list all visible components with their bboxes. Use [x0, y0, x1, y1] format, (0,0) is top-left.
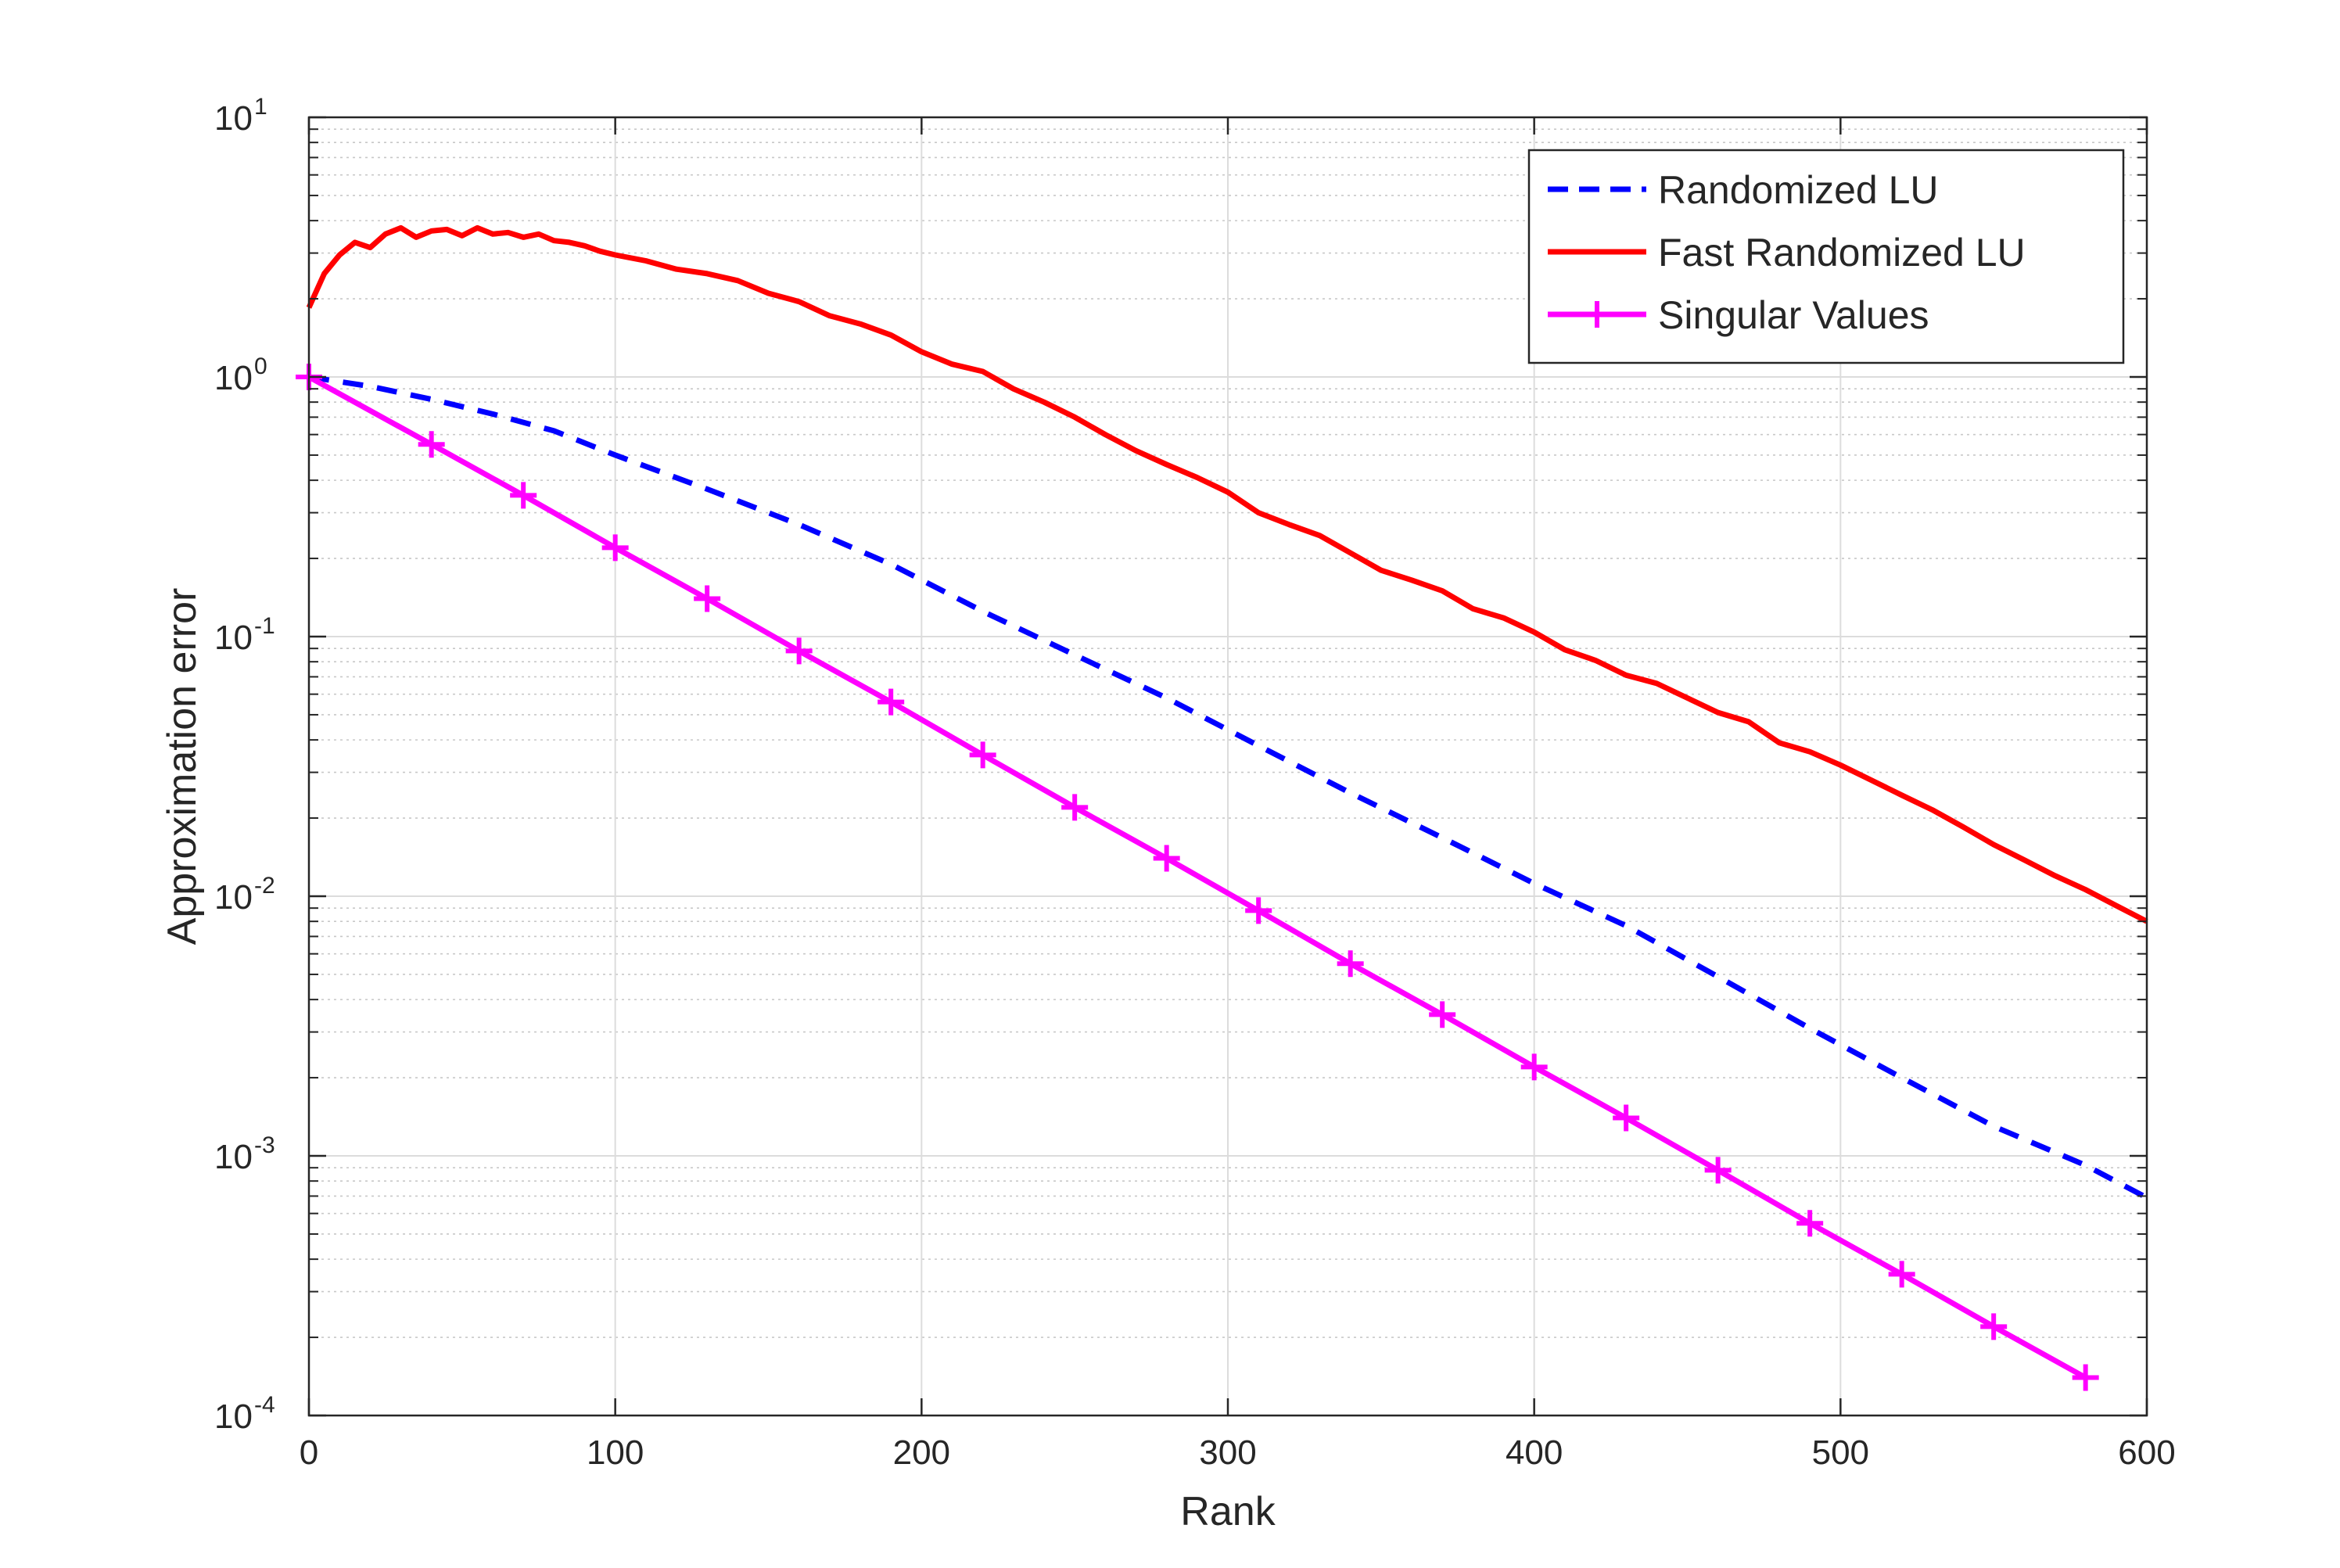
data-point-marker: [2072, 1364, 2099, 1391]
axis-ticks: [307, 116, 2148, 1417]
x-tick-label: 400: [1506, 1433, 1563, 1472]
x-tick-label: 500: [1812, 1433, 1869, 1472]
x-axis-label: Rank: [1180, 1489, 1276, 1534]
y-tick-label: 10: [214, 359, 253, 397]
data-point-marker: [1796, 1210, 1824, 1237]
x-tick-label: 600: [2118, 1433, 2175, 1472]
legend-marker: [1584, 301, 1610, 328]
data-point-marker: [694, 585, 721, 612]
data-point-marker: [1888, 1261, 1915, 1288]
x-tick-labels: 0 100 200 300 400 500 600: [300, 1433, 2176, 1472]
data-point-marker: [1429, 1001, 1456, 1028]
legend-label-randomized-lu: Randomized LU: [1658, 168, 1939, 212]
legend-label-fast-randomized-lu: Fast Randomized LU: [1658, 231, 2026, 274]
y-tick-exponent: -3: [254, 1132, 275, 1158]
legend-label-singular-values: Singular Values: [1658, 293, 1929, 337]
data-point-marker: [1245, 897, 1272, 924]
y-tick-label: 10: [214, 99, 253, 138]
data-point-marker: [1613, 1104, 1640, 1132]
series-line-singular-values: [307, 374, 2087, 1380]
data-point-marker: [1520, 1053, 1548, 1081]
y-tick-exponent: 1: [254, 94, 267, 120]
x-tick-label: 0: [300, 1433, 318, 1472]
x-tick-label: 300: [1199, 1433, 1256, 1472]
y-tick-exponent: -4: [254, 1392, 275, 1418]
data-point-marker: [1704, 1157, 1732, 1184]
data-point-marker: [601, 534, 629, 562]
y-tick-label: 10: [214, 1398, 253, 1436]
legend: Randomized LU Fast Randomized LU Singular …: [1527, 149, 2125, 364]
data-point-marker: [1061, 794, 1089, 821]
y-tick-label: 10: [214, 1138, 253, 1176]
data-point-marker: [878, 688, 905, 716]
data-point-marker: [969, 741, 996, 769]
y-tick-label: 10: [214, 619, 253, 657]
y-axis-label: Approximation error: [160, 588, 205, 945]
series-line-fast-randomized-lu: [306, 224, 2148, 924]
y-tick-label: 10: [214, 878, 253, 917]
series-fast-randomized-lu: [306, 224, 2148, 924]
data-point-marker: [1337, 950, 1364, 978]
x-tick-label: 200: [893, 1433, 950, 1472]
data-point-marker: [785, 637, 813, 665]
y-tick-exponent: -2: [254, 873, 275, 899]
legend-box: [1527, 149, 2125, 364]
y-tick-exponent: 0: [254, 353, 267, 379]
y-tick-exponent: -1: [254, 613, 275, 639]
data-point-marker: [1980, 1313, 2008, 1340]
x-tick-label: 100: [587, 1433, 644, 1472]
data-point-marker: [1153, 845, 1180, 872]
data-point-marker: [510, 482, 537, 509]
data-point-marker: [418, 431, 445, 458]
